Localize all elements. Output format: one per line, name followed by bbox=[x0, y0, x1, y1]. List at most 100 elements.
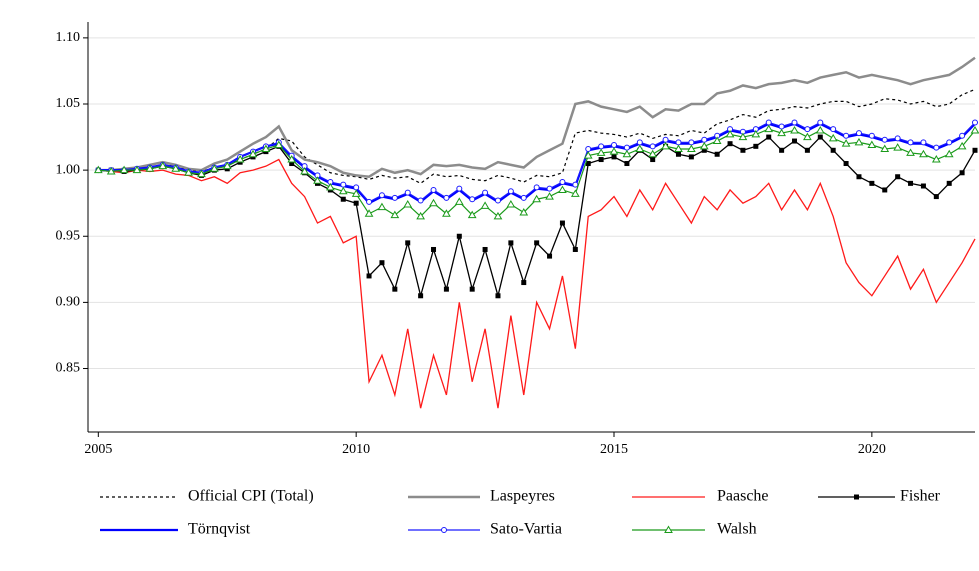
marker bbox=[340, 181, 347, 188]
marker bbox=[158, 161, 168, 170]
marker bbox=[338, 186, 348, 195]
marker bbox=[390, 210, 400, 219]
marker bbox=[957, 141, 967, 150]
marker bbox=[585, 145, 592, 152]
marker bbox=[570, 189, 580, 197]
marker bbox=[300, 166, 309, 175]
series-line bbox=[98, 88, 976, 185]
marker bbox=[364, 209, 374, 217]
legend-label: Sato-Vartia bbox=[490, 521, 562, 538]
marker bbox=[611, 154, 617, 160]
marker bbox=[559, 220, 565, 226]
marker bbox=[559, 179, 566, 186]
marker bbox=[482, 246, 488, 252]
marker bbox=[817, 134, 823, 140]
marker bbox=[714, 151, 720, 157]
marker bbox=[920, 139, 927, 146]
marker bbox=[701, 147, 707, 153]
marker bbox=[790, 125, 799, 134]
marker bbox=[725, 129, 735, 138]
marker bbox=[353, 200, 359, 206]
marker bbox=[171, 164, 181, 172]
marker bbox=[287, 155, 297, 163]
marker bbox=[751, 129, 761, 138]
marker bbox=[405, 240, 411, 246]
marker bbox=[521, 280, 527, 286]
marker bbox=[843, 161, 849, 167]
marker bbox=[392, 286, 398, 292]
marker bbox=[635, 144, 645, 152]
marker bbox=[572, 246, 578, 252]
marker bbox=[520, 194, 527, 201]
marker bbox=[779, 147, 785, 153]
marker bbox=[366, 198, 373, 205]
marker bbox=[546, 185, 553, 192]
marker bbox=[906, 148, 915, 156]
y-tick-label: 0.95 bbox=[56, 228, 81, 243]
marker bbox=[222, 161, 232, 170]
marker bbox=[894, 135, 901, 142]
marker bbox=[624, 161, 630, 167]
marker bbox=[919, 149, 928, 158]
legend-label: Laspeyres bbox=[490, 488, 555, 505]
marker bbox=[959, 170, 965, 176]
marker bbox=[686, 144, 696, 152]
marker bbox=[907, 139, 914, 146]
marker bbox=[856, 174, 862, 180]
marker bbox=[766, 134, 772, 140]
marker bbox=[830, 147, 836, 153]
marker bbox=[274, 140, 284, 148]
legend-label: Paasche bbox=[717, 488, 769, 505]
y-tick-label: 1.10 bbox=[56, 30, 81, 45]
marker bbox=[675, 139, 682, 146]
marker bbox=[235, 155, 245, 163]
marker bbox=[429, 198, 438, 207]
y-tick-label: 0.90 bbox=[56, 295, 81, 310]
marker bbox=[970, 125, 979, 134]
marker bbox=[351, 189, 361, 197]
marker bbox=[391, 194, 398, 201]
marker bbox=[882, 187, 888, 193]
marker bbox=[688, 139, 695, 146]
marker bbox=[313, 176, 322, 184]
marker bbox=[611, 142, 618, 148]
marker bbox=[547, 253, 553, 259]
marker bbox=[765, 119, 772, 126]
marker bbox=[804, 147, 810, 153]
marker bbox=[467, 210, 477, 219]
marker bbox=[946, 180, 952, 186]
marker bbox=[869, 180, 875, 186]
marker bbox=[443, 194, 450, 201]
marker bbox=[675, 151, 681, 157]
marker bbox=[456, 233, 462, 239]
marker bbox=[854, 137, 864, 146]
y-tick-label: 1.05 bbox=[56, 96, 81, 111]
marker bbox=[326, 182, 335, 191]
marker bbox=[403, 200, 413, 208]
marker bbox=[867, 140, 877, 148]
x-tick-label: 2015 bbox=[600, 442, 628, 457]
marker bbox=[661, 141, 670, 150]
marker bbox=[418, 293, 424, 299]
marker bbox=[688, 154, 694, 160]
marker bbox=[493, 211, 503, 220]
marker bbox=[662, 136, 669, 143]
marker bbox=[609, 147, 619, 155]
marker bbox=[598, 157, 604, 163]
marker bbox=[416, 211, 425, 220]
marker bbox=[649, 143, 656, 150]
marker bbox=[132, 165, 142, 174]
marker bbox=[596, 148, 606, 156]
series-line bbox=[98, 136, 976, 299]
marker bbox=[379, 260, 385, 266]
legend-label: Törnqvist bbox=[188, 521, 251, 538]
marker bbox=[495, 293, 501, 299]
marker bbox=[699, 141, 709, 150]
marker bbox=[507, 188, 514, 195]
series-line bbox=[98, 56, 976, 179]
marker bbox=[803, 132, 812, 141]
marker bbox=[508, 240, 514, 246]
marker bbox=[828, 133, 838, 142]
